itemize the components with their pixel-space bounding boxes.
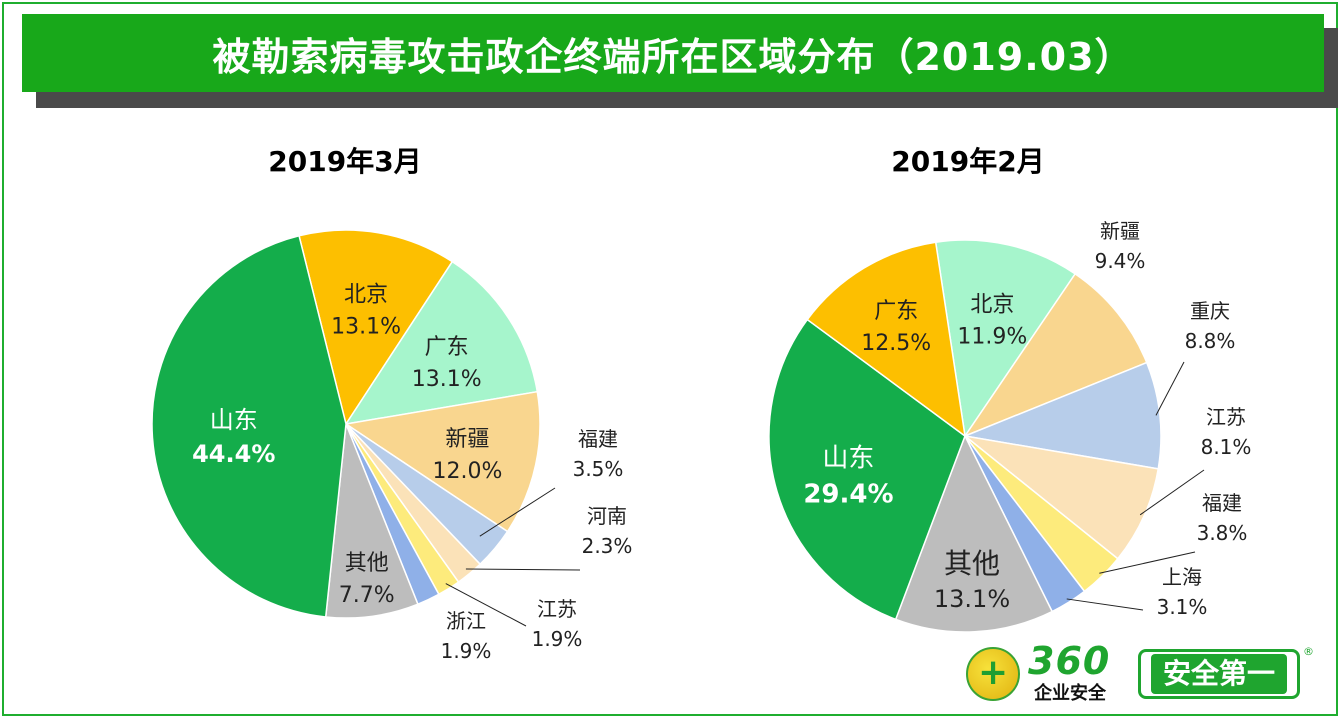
leader-line-1-5: [1066, 598, 1144, 611]
slice-label-1-1: 新疆: [1100, 219, 1140, 243]
pie-chart-1: 北京 11.9% 新疆 9.4% 重庆 8.8% 江苏 8.1% 福建 3.8% 上海 3.1% 其他 1…: [768, 219, 1252, 633]
pie-chart-0: 北京 13.1% 广东 13.1% 新疆 12.0% 福建 3.5% 河南 2.3% 江苏 1.9% 浙…: [151, 229, 633, 663]
slice-percent-0-4: 2.3%: [582, 534, 633, 558]
slice-percent-1-8: 12.5%: [861, 331, 931, 356]
slice-percent-0-6: 1.9%: [441, 639, 492, 663]
slice-label-1-4: 福建: [1202, 491, 1242, 515]
slice-label-0-0: 北京: [344, 282, 388, 307]
logo-slogan: 安全第一: [1150, 654, 1287, 694]
pie-slice-1-1: [962, 272, 1148, 438]
slice-percent-1-7: 29.4%: [803, 479, 893, 509]
slice-label-0-6: 浙江: [446, 609, 486, 633]
pie-slice-1-3: [962, 434, 1160, 560]
logo-number: 360: [1028, 639, 1111, 683]
slice-label-1-2: 重庆: [1190, 299, 1230, 323]
slice-label-0-7: 其他: [345, 551, 389, 576]
slice-percent-0-8: 44.4%: [192, 440, 275, 468]
slice-label-1-6: 其他: [944, 547, 1000, 580]
pie-slice-1-7: [768, 318, 966, 621]
leader-line-0-5: [445, 583, 527, 627]
slice-label-1-5: 上海: [1162, 565, 1202, 589]
pie-slice-1-6: [894, 434, 1054, 633]
pie-slice-1-0: [934, 239, 1077, 439]
slice-percent-1-4: 3.8%: [1197, 521, 1248, 545]
slice-label-0-8: 山东: [210, 406, 258, 434]
pie-slice-0-1: [344, 260, 539, 426]
slice-label-0-2: 新疆: [445, 427, 489, 452]
slice-percent-1-3: 8.1%: [1201, 435, 1252, 459]
pie-slice-0-2: [344, 390, 541, 533]
slice-percent-0-5: 1.9%: [532, 627, 583, 651]
page-title: 被勒索病毒攻击政企终端所在区域分布（2019.03）: [212, 34, 1134, 79]
registered-mark: ®: [1303, 645, 1314, 658]
slice-percent-0-2: 12.0%: [432, 459, 502, 484]
leader-line-1-2: [1155, 361, 1185, 416]
slice-percent-1-1: 9.4%: [1095, 249, 1146, 273]
pie-slice-0-8: [151, 234, 347, 618]
slice-label-1-8: 广东: [874, 299, 918, 324]
brand-logo: + 360 企业安全 安全第一 ®: [962, 639, 1314, 705]
360-logo-icon: [966, 647, 1020, 701]
chart-march-title: 2019年3月: [268, 145, 422, 178]
pie-slice-0-0: [298, 229, 454, 426]
title-banner: 被勒索病毒攻击政企终端所在区域分布（2019.03）: [22, 14, 1324, 92]
pie-slice-0-7: [324, 423, 419, 619]
pie-slice-1-2: [962, 361, 1162, 470]
slice-percent-0-0: 13.1%: [331, 314, 401, 339]
slice-percent-0-1: 13.1%: [412, 367, 482, 392]
logo-plus-icon: +: [978, 652, 1009, 693]
pie-slice-1-8: [806, 241, 967, 438]
slice-label-0-4: 河南: [587, 504, 627, 528]
slice-percent-1-0: 11.9%: [957, 325, 1027, 350]
slice-percent-1-6: 13.1%: [934, 585, 1010, 613]
slice-label-1-0: 北京: [970, 293, 1014, 318]
slice-percent-0-3: 3.5%: [573, 457, 624, 481]
chart-february-title: 2019年2月: [891, 145, 1045, 178]
leader-line-1-4: [1099, 551, 1196, 574]
slice-label-0-3: 福建: [578, 427, 618, 451]
slice-percent-1-2: 8.8%: [1185, 329, 1236, 353]
slice-label-0-5: 江苏: [537, 597, 577, 621]
logo-slogan-box: 安全第一: [1138, 649, 1300, 699]
slice-percent-0-7: 7.7%: [339, 583, 395, 608]
slice-percent-1-5: 3.1%: [1157, 595, 1208, 619]
logo-subtitle: 企业安全: [1034, 683, 1106, 704]
leader-line-1-3: [1139, 469, 1205, 516]
slice-label-1-7: 山东: [822, 443, 874, 473]
leader-line-0-4: [465, 568, 581, 571]
slice-label-1-3: 江苏: [1206, 405, 1246, 429]
slice-label-0-1: 广东: [425, 335, 469, 360]
leader-line-0-3: [479, 487, 556, 537]
